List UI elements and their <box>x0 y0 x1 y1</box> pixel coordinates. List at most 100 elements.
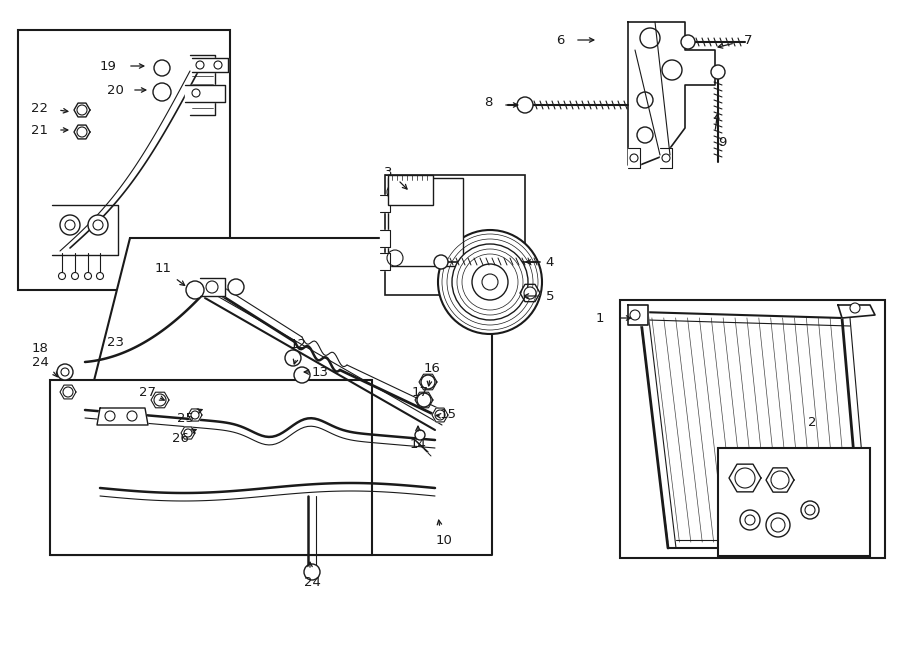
Bar <box>718 448 870 556</box>
Circle shape <box>630 154 638 162</box>
Polygon shape <box>628 305 648 325</box>
Circle shape <box>88 215 108 235</box>
Text: 22: 22 <box>32 102 49 114</box>
Circle shape <box>71 272 78 280</box>
Circle shape <box>127 411 137 421</box>
Polygon shape <box>660 148 672 168</box>
Polygon shape <box>188 409 202 421</box>
Circle shape <box>96 272 104 280</box>
Text: 9: 9 <box>718 136 726 149</box>
Text: 5: 5 <box>545 290 554 303</box>
Circle shape <box>61 368 69 376</box>
Circle shape <box>452 244 528 320</box>
Circle shape <box>850 303 860 313</box>
Text: 14: 14 <box>410 438 427 451</box>
Circle shape <box>771 518 785 532</box>
Text: 13: 13 <box>311 366 328 379</box>
Bar <box>385 175 525 295</box>
Circle shape <box>387 184 403 200</box>
Circle shape <box>58 272 66 280</box>
Text: 12: 12 <box>290 338 307 352</box>
Polygon shape <box>185 85 225 102</box>
Circle shape <box>65 220 75 230</box>
Polygon shape <box>415 392 433 408</box>
Polygon shape <box>432 408 448 422</box>
Bar <box>388 175 433 205</box>
Circle shape <box>192 89 200 97</box>
Circle shape <box>60 215 80 235</box>
Circle shape <box>77 105 87 115</box>
Bar <box>388 178 463 266</box>
Circle shape <box>214 61 222 69</box>
Text: 4: 4 <box>545 256 554 268</box>
Text: 18: 18 <box>32 342 49 354</box>
Circle shape <box>745 515 755 525</box>
Circle shape <box>438 230 542 334</box>
Circle shape <box>415 430 425 440</box>
Text: 21: 21 <box>32 124 49 137</box>
Bar <box>620 300 885 558</box>
Circle shape <box>482 274 498 290</box>
Circle shape <box>740 510 760 530</box>
Polygon shape <box>74 125 90 139</box>
Polygon shape <box>60 385 76 399</box>
Polygon shape <box>190 55 215 115</box>
Text: 20: 20 <box>106 83 123 97</box>
Bar <box>50 380 372 555</box>
Text: 15: 15 <box>439 408 456 422</box>
Polygon shape <box>628 22 715 165</box>
Circle shape <box>191 411 199 419</box>
Circle shape <box>637 92 653 108</box>
Circle shape <box>85 272 92 280</box>
Circle shape <box>434 255 448 269</box>
Circle shape <box>63 387 73 397</box>
Text: 23: 23 <box>106 336 123 348</box>
Polygon shape <box>380 253 390 270</box>
Circle shape <box>409 179 421 191</box>
Text: 2: 2 <box>808 416 816 428</box>
Polygon shape <box>52 205 118 255</box>
Polygon shape <box>766 468 794 492</box>
Circle shape <box>186 281 204 299</box>
Text: 26: 26 <box>172 432 188 444</box>
Circle shape <box>105 411 115 421</box>
Polygon shape <box>380 230 390 247</box>
Circle shape <box>421 375 435 389</box>
Text: 24: 24 <box>32 356 49 368</box>
Text: 7: 7 <box>743 34 752 46</box>
Text: 25: 25 <box>177 412 194 424</box>
Circle shape <box>805 505 815 515</box>
Circle shape <box>711 65 725 79</box>
Circle shape <box>524 287 536 299</box>
Text: 10: 10 <box>436 533 453 547</box>
Circle shape <box>637 127 653 143</box>
Circle shape <box>417 393 431 407</box>
Polygon shape <box>50 180 492 555</box>
Polygon shape <box>192 58 228 72</box>
Circle shape <box>662 60 682 80</box>
Text: 17: 17 <box>411 385 428 399</box>
Polygon shape <box>97 408 148 425</box>
Polygon shape <box>74 103 90 117</box>
Circle shape <box>184 429 192 437</box>
Circle shape <box>154 394 166 406</box>
Text: 1: 1 <box>596 311 604 325</box>
Circle shape <box>517 97 533 113</box>
Circle shape <box>662 154 670 162</box>
Polygon shape <box>181 427 195 439</box>
Circle shape <box>285 350 301 366</box>
Polygon shape <box>419 374 437 390</box>
Text: 8: 8 <box>484 97 492 110</box>
Circle shape <box>93 220 103 230</box>
Circle shape <box>387 250 403 266</box>
Circle shape <box>77 127 87 137</box>
Polygon shape <box>838 305 875 318</box>
Bar <box>18 30 230 290</box>
Polygon shape <box>388 178 430 195</box>
Polygon shape <box>151 392 169 408</box>
Circle shape <box>153 83 171 101</box>
Circle shape <box>472 264 508 300</box>
Circle shape <box>435 410 445 420</box>
Text: 16: 16 <box>424 362 440 375</box>
Text: 6: 6 <box>556 34 564 46</box>
